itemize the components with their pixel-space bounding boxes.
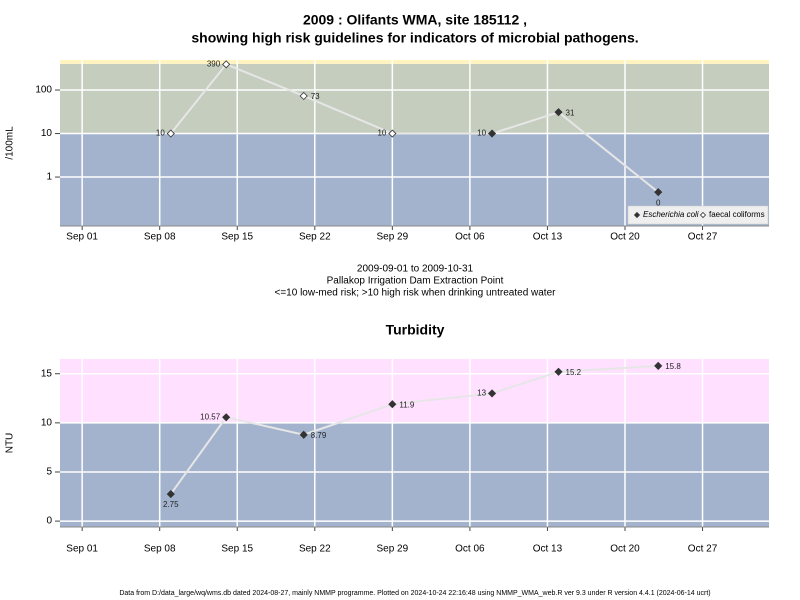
data-point (166, 490, 175, 499)
data-label: 15.8 (665, 362, 681, 371)
x-tick-label: Oct 06 (455, 232, 485, 243)
data-label: 73 (311, 92, 320, 101)
risk-band (60, 60, 769, 64)
data-point (222, 413, 231, 422)
y-tick-label: 100 (35, 85, 52, 96)
connector (557, 111, 659, 193)
connector (491, 111, 559, 135)
subtitle: 2009-09-01 to 2009-10-31 (357, 264, 474, 275)
connector (491, 370, 559, 395)
y-tick-label: 15 (41, 368, 53, 379)
connector (392, 392, 493, 406)
connector (225, 63, 305, 97)
x-tick-label: Oct 20 (610, 544, 640, 555)
connector (225, 416, 304, 436)
y-tick-label: 1 (46, 172, 52, 183)
x-tick-label: Oct 27 (688, 232, 718, 243)
data-label: 2.75 (163, 500, 179, 509)
x-tick-label: Sep 08 (144, 232, 176, 243)
chart-title: 2009 : Olifants WMA, site 185112 , (303, 12, 527, 28)
data-label: 10 (477, 129, 486, 138)
y-tick-label: 0 (46, 516, 52, 527)
data-label: 10 (156, 129, 165, 138)
footer: Data from D:/data_large/wq/wms.db dated … (119, 590, 710, 597)
data-label: 13 (477, 388, 486, 397)
data-point (388, 400, 397, 409)
legend-label: Escherichia coli (643, 210, 699, 219)
y-axis-label: /100mL (5, 126, 16, 160)
x-tick-label: Sep 15 (221, 544, 253, 555)
data-point (487, 129, 497, 138)
subtitle: Pallakop Irrigation Dam Extraction Point (327, 276, 504, 287)
data-label: 31 (566, 108, 575, 117)
x-tick-label: Oct 13 (533, 544, 563, 555)
chart-title: showing high risk guidelines for indicat… (191, 30, 638, 46)
data-point (299, 91, 308, 101)
risk-band (60, 63, 769, 134)
x-tick-label: Oct 06 (455, 544, 485, 555)
data-point (222, 60, 231, 69)
data-point (388, 129, 397, 138)
x-tick-label: Sep 08 (144, 544, 176, 555)
x-tick-label: Sep 29 (376, 232, 408, 243)
x-tick-label: Oct 27 (688, 544, 718, 555)
connector (558, 364, 659, 373)
data-point (554, 108, 563, 117)
y-tick-label: 10 (41, 418, 53, 429)
data-label: 8.79 (311, 431, 327, 440)
connector (170, 63, 227, 135)
x-tick-label: Sep 22 (299, 544, 331, 555)
legend-marker (633, 211, 641, 219)
connector (303, 403, 393, 436)
data-point (487, 389, 497, 398)
risk-band (60, 359, 769, 423)
x-tick-label: Sep 22 (299, 232, 331, 243)
data-point (554, 367, 563, 376)
y-tick-label: 10 (41, 128, 53, 139)
x-tick-label: Sep 15 (221, 232, 253, 243)
x-tick-label: Sep 01 (66, 544, 98, 555)
legend-marker (699, 211, 707, 219)
legend-label: faecal coliforms (709, 210, 765, 219)
x-tick-label: Oct 13 (533, 232, 563, 243)
risk-band (60, 422, 769, 527)
chart-title: Turbidity (386, 322, 445, 338)
data-label: 11.9 (399, 400, 415, 409)
legend-box (627, 205, 769, 225)
x-tick-label: Sep 01 (66, 232, 98, 243)
connector (169, 416, 227, 495)
data-point (654, 188, 663, 197)
data-label: 15.2 (566, 368, 582, 377)
data-label: 10.57 (200, 412, 221, 421)
data-point (299, 430, 308, 439)
data-point (166, 129, 175, 138)
y-tick-label: 5 (46, 467, 52, 478)
connector (303, 95, 393, 135)
data-point (654, 361, 663, 370)
x-tick-label: Oct 20 (610, 232, 640, 243)
data-label: 10 (377, 129, 386, 138)
data-label: 390 (207, 59, 221, 68)
y-axis-label: NTU (5, 433, 16, 454)
subtitle: <=10 low-med risk; >10 high risk when dr… (275, 288, 557, 299)
x-tick-label: Sep 29 (376, 544, 408, 555)
data-label: 0 (656, 198, 661, 207)
